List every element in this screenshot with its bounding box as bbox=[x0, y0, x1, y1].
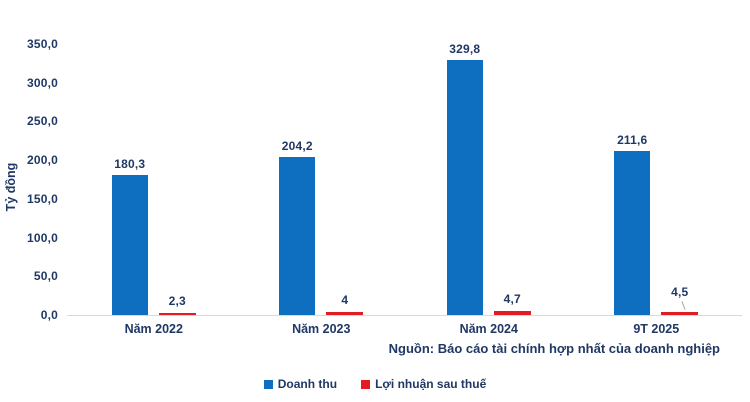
profit-bar: 2,3 bbox=[158, 294, 196, 315]
revenue-bar: 329,8 bbox=[446, 42, 483, 315]
y-tick-label: 300,0 bbox=[26, 75, 58, 90]
y-tick-label: 100,0 bbox=[26, 230, 58, 245]
revenue-bar: 204,2 bbox=[279, 139, 316, 315]
data-label: 211,6 bbox=[617, 133, 648, 148]
legend-label: Doanh thu bbox=[277, 377, 338, 391]
legend-swatch-icon bbox=[361, 379, 371, 389]
label-leader-line bbox=[681, 300, 686, 310]
category-label: Năm 2024 bbox=[459, 322, 518, 336]
revenue-bar: 211,6 bbox=[614, 133, 651, 315]
chart-legend: Doanh thu Lợi nhuận sau thuế bbox=[0, 377, 750, 391]
data-label: 204,2 bbox=[281, 138, 313, 153]
legend-swatch-icon bbox=[263, 379, 273, 389]
profit-bar: 4,7 bbox=[493, 292, 531, 315]
source-note: Nguồn: Báo cáo tài chính hợp nhất của do… bbox=[388, 341, 720, 356]
legend-label: Lợi nhuận sau thuế bbox=[375, 377, 487, 391]
data-label: 4,7 bbox=[503, 292, 521, 307]
legend-item: Doanh thu bbox=[263, 377, 338, 391]
category-label: Năm 2022 bbox=[124, 322, 183, 336]
category-label: Năm 2023 bbox=[292, 322, 351, 336]
y-tick-label: 0,0 bbox=[40, 308, 58, 322]
profit-bar: 4,5 bbox=[661, 285, 699, 315]
x-axis-line bbox=[67, 315, 742, 316]
profit-bar: 4 bbox=[326, 293, 364, 315]
data-label: 329,8 bbox=[449, 41, 481, 56]
category-label: 9T 2025 bbox=[633, 322, 680, 336]
revenue-bar: 180,3 bbox=[111, 157, 148, 315]
data-label: 2,3 bbox=[168, 294, 186, 308]
data-label: 180,3 bbox=[114, 157, 146, 172]
bar-group: 180,3 2,3 bbox=[70, 0, 238, 315]
data-label: 4 bbox=[341, 292, 349, 307]
bar-group: 329,8 4,7 bbox=[405, 0, 573, 315]
y-tick-label: 350,0 bbox=[26, 37, 58, 51]
y-tick-label: 150,0 bbox=[26, 191, 58, 206]
y-tick-label: 50,0 bbox=[33, 269, 58, 284]
y-tick-label: 250,0 bbox=[26, 114, 58, 129]
bar-group: 204,2 4 bbox=[238, 0, 406, 315]
legend-item: Lợi nhuận sau thuế bbox=[361, 377, 486, 391]
data-label: 4,5 bbox=[671, 284, 689, 299]
bar-group: 211,6 4,5 bbox=[573, 0, 741, 315]
y-tick-label: 200,0 bbox=[26, 153, 58, 168]
